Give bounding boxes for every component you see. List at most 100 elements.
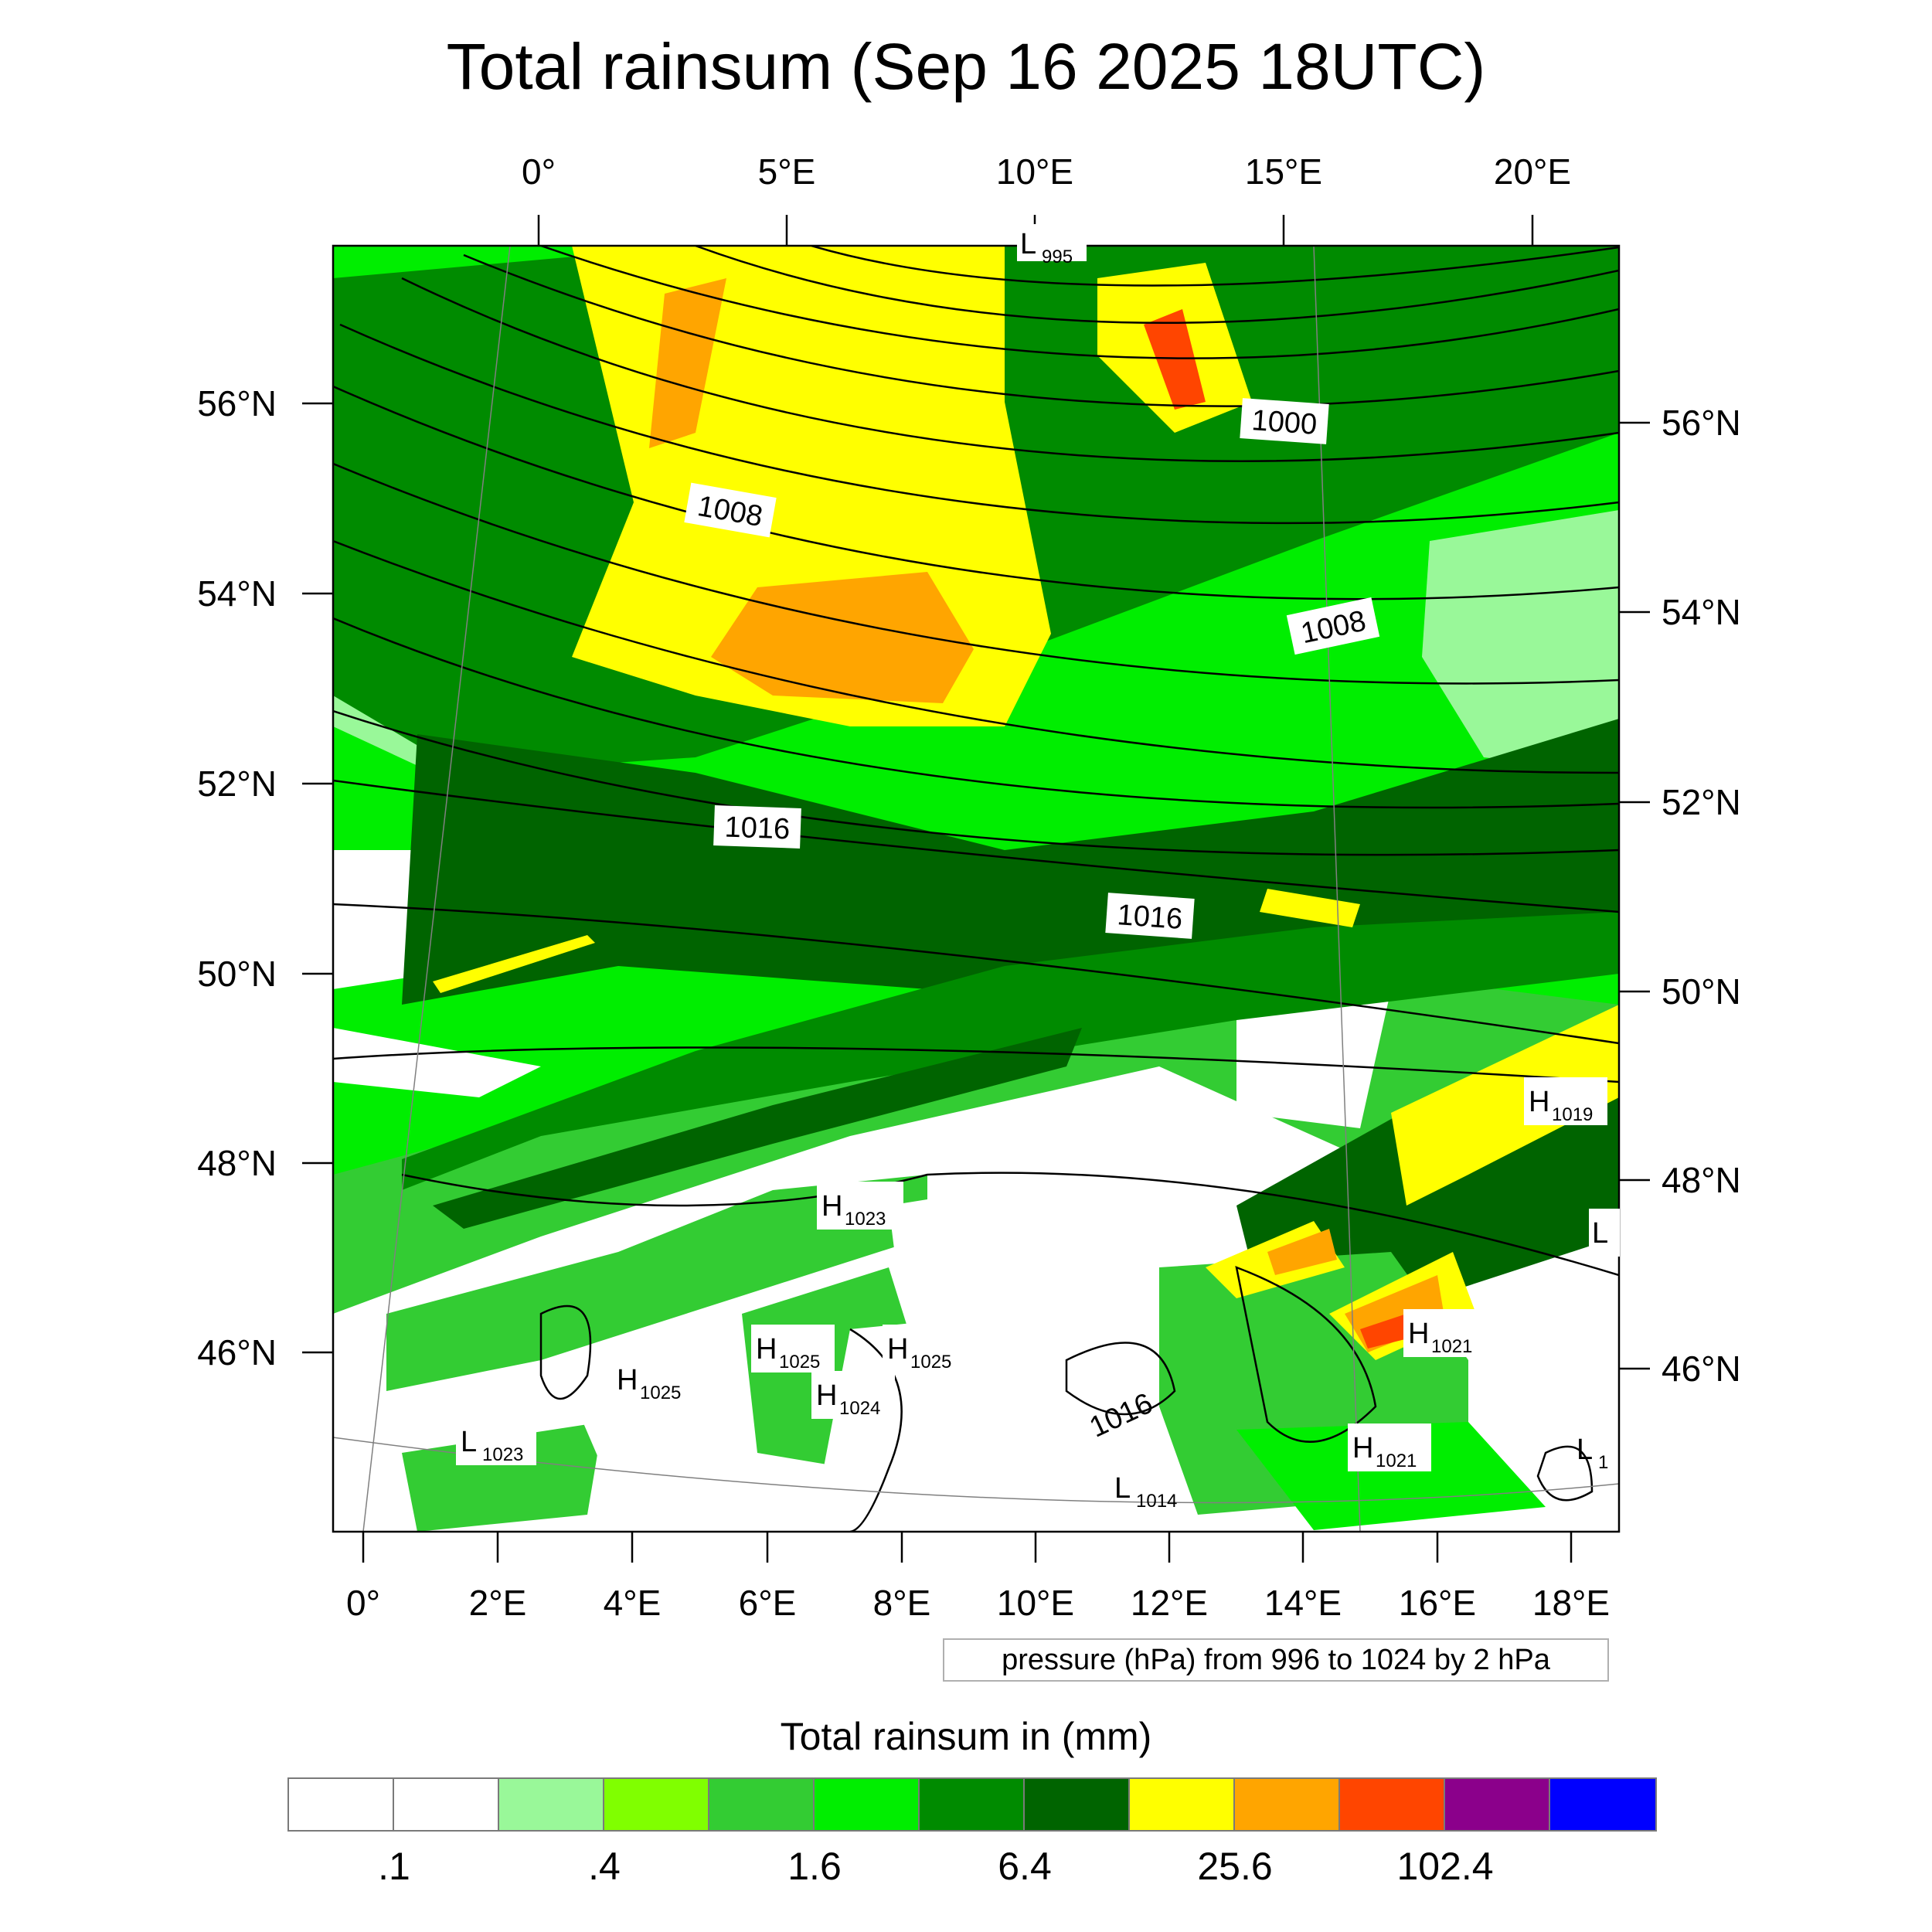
svg-text:1014: 1014 bbox=[1136, 1491, 1177, 1512]
colorbar-swatch bbox=[920, 1779, 1025, 1830]
colorbar-swatch bbox=[1130, 1779, 1235, 1830]
bottom-lon-label: 18°E bbox=[1532, 1583, 1610, 1623]
right-lat-label: 56°N bbox=[1662, 403, 1741, 443]
svg-text:H: H bbox=[821, 1190, 842, 1223]
colorbar-swatch bbox=[1550, 1779, 1655, 1830]
isobar-label: 1016 bbox=[1105, 893, 1195, 939]
svg-text:1023: 1023 bbox=[845, 1209, 886, 1230]
left-lat-labels: 56°N 54°N 52°N 50°N 48°N 46°N bbox=[197, 383, 277, 1372]
graticule bbox=[333, 246, 1619, 1532]
high-pressure-center: H 1023 bbox=[817, 1182, 903, 1230]
right-lat-label: 54°N bbox=[1662, 592, 1741, 632]
svg-text:1000: 1000 bbox=[1250, 404, 1318, 441]
colorbar-swatch bbox=[1340, 1779, 1445, 1830]
bottom-lon-label: 8°E bbox=[873, 1583, 931, 1623]
top-lon-label: 5°E bbox=[758, 151, 816, 192]
colorbar-title: Total rainsum in (mm) bbox=[780, 1715, 1152, 1758]
svg-text:1016: 1016 bbox=[724, 811, 791, 846]
svg-text:L: L bbox=[1114, 1472, 1131, 1505]
svg-text:H: H bbox=[1529, 1086, 1549, 1118]
left-lat-label: 56°N bbox=[197, 383, 277, 423]
tick-marks bbox=[302, 215, 1650, 1563]
svg-text:L: L bbox=[1577, 1434, 1593, 1466]
low-pressure-center: L 1023 bbox=[456, 1417, 536, 1465]
right-lat-label: 48°N bbox=[1662, 1160, 1741, 1200]
right-lat-label: 52°N bbox=[1662, 782, 1741, 822]
colorbar-swatch bbox=[709, 1779, 815, 1830]
bottom-lon-label: 0° bbox=[346, 1583, 380, 1623]
svg-text:1016: 1016 bbox=[1116, 899, 1183, 936]
isobar-lines bbox=[333, 246, 1619, 1532]
left-lat-label: 46°N bbox=[197, 1332, 277, 1372]
svg-text:1024: 1024 bbox=[839, 1398, 880, 1419]
isobar-label: 1008 bbox=[684, 482, 777, 538]
bottom-lon-labels: 0° 2°E 4°E 6°E 8°E 10°E 12°E 14°E 16°E 1… bbox=[346, 1583, 1610, 1623]
svg-text:1019: 1019 bbox=[1552, 1104, 1593, 1125]
right-lat-labels: 56°N 54°N 52°N 50°N 48°N 46°N bbox=[1662, 403, 1741, 1389]
left-lat-label: 50°N bbox=[197, 954, 277, 994]
bottom-lon-label: 4°E bbox=[604, 1583, 662, 1623]
colorbar-swatch bbox=[815, 1779, 920, 1830]
high-pressure-center: H 1025 bbox=[883, 1325, 966, 1372]
colorbar-swatch bbox=[1235, 1779, 1340, 1830]
colorbar-label: 6.4 bbox=[998, 1845, 1052, 1888]
colorbar-label: .4 bbox=[588, 1845, 621, 1888]
high-pressure-center: H 1019 bbox=[1524, 1077, 1607, 1125]
svg-text:1021: 1021 bbox=[1376, 1451, 1417, 1471]
left-lat-label: 52°N bbox=[197, 764, 277, 804]
svg-text:H: H bbox=[1352, 1432, 1373, 1464]
svg-text:H: H bbox=[617, 1364, 638, 1396]
low-pressure-center: L 995 bbox=[1017, 224, 1087, 267]
map-title: Total rainsum (Sep 16 2025 18UTC) bbox=[446, 30, 1486, 103]
low-pressure-center: L bbox=[1589, 1209, 1620, 1257]
colorbar-swatch bbox=[604, 1779, 709, 1830]
top-lon-label: 0° bbox=[522, 151, 556, 192]
svg-text:H: H bbox=[756, 1333, 777, 1366]
high-pressure-center: H 1025 bbox=[612, 1355, 696, 1403]
colorbar-swatch bbox=[289, 1779, 394, 1830]
high-pressure-center: H 1024 bbox=[811, 1371, 895, 1419]
top-lon-label: 10°E bbox=[996, 151, 1073, 192]
low-pressure-center: L 1014 bbox=[1114, 1472, 1177, 1512]
isobar-label: 1000 bbox=[1240, 398, 1329, 444]
contour-info-label: pressure (hPa) from 996 to 1024 by 2 hPa bbox=[943, 1638, 1609, 1682]
top-lon-label: 20°E bbox=[1494, 151, 1571, 192]
colorbar-label: 1.6 bbox=[787, 1845, 842, 1888]
top-lon-label: 15°E bbox=[1245, 151, 1322, 192]
svg-text:995: 995 bbox=[1042, 247, 1073, 267]
high-pressure-center: H 1025 bbox=[751, 1325, 835, 1372]
bottom-lon-label: 14°E bbox=[1264, 1583, 1342, 1623]
colorbar-swatch bbox=[394, 1779, 499, 1830]
plot-frame bbox=[332, 244, 1621, 1533]
bottom-lon-label: 16°E bbox=[1399, 1583, 1476, 1623]
left-lat-label: 54°N bbox=[197, 573, 277, 614]
svg-text:L: L bbox=[1020, 228, 1036, 260]
high-pressure-center: H 1021 bbox=[1348, 1423, 1431, 1471]
right-lat-label: 50°N bbox=[1662, 971, 1741, 1012]
colorbar-label: .1 bbox=[378, 1845, 410, 1888]
svg-text:H: H bbox=[816, 1379, 837, 1412]
high-pressure-center: H 1021 bbox=[1403, 1309, 1487, 1357]
precipitation-field bbox=[333, 246, 1619, 1532]
bottom-lon-label: 10°E bbox=[997, 1583, 1074, 1623]
svg-text:H: H bbox=[1408, 1318, 1429, 1350]
svg-text:1021: 1021 bbox=[1431, 1336, 1472, 1357]
isobar-labels: 1000 1008 1008 1016 1016 1016 bbox=[684, 398, 1380, 1444]
svg-text:1: 1 bbox=[1598, 1452, 1608, 1473]
svg-text:1023: 1023 bbox=[482, 1444, 523, 1465]
colorbar-swatch bbox=[1025, 1779, 1130, 1830]
colorbar-label: 102.4 bbox=[1396, 1845, 1494, 1888]
colorbar bbox=[287, 1777, 1657, 1832]
svg-text:1025: 1025 bbox=[910, 1352, 951, 1372]
colorbar-swatch bbox=[1445, 1779, 1550, 1830]
top-lon-labels: 0° 5°E 10°E 15°E 20°E bbox=[522, 151, 1571, 192]
isobar-label: 1016 bbox=[713, 805, 801, 849]
bottom-lon-label: 6°E bbox=[739, 1583, 797, 1623]
left-lat-label: 48°N bbox=[197, 1143, 277, 1183]
svg-text:L: L bbox=[461, 1426, 477, 1458]
right-lat-label: 46°N bbox=[1662, 1349, 1741, 1389]
svg-text:H: H bbox=[887, 1333, 908, 1366]
